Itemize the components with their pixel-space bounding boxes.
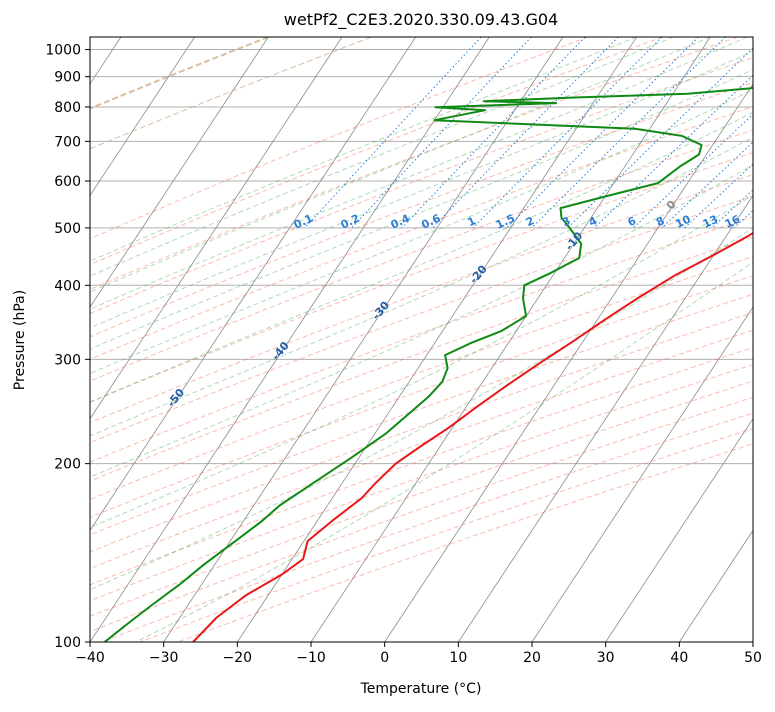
mixing-ratio-line: [352, 37, 532, 228]
moist-adiabat: [0, 37, 637, 642]
y-axis-label: Pressure (hPa): [12, 290, 28, 390]
mixing-ratio-line: [305, 37, 481, 228]
mixing-ratio-line: [758, 37, 775, 228]
y-tick-label: 100: [54, 635, 81, 651]
isotherm-line: [385, 37, 775, 642]
dry-adiabat: [178, 37, 775, 642]
mixing-ratio-line: [532, 37, 726, 228]
x-tick-label: 10: [449, 650, 467, 666]
mixing-ratio-label: 6: [626, 214, 639, 229]
ccl-arc: [0, 37, 371, 642]
y-tick-label: 500: [54, 221, 81, 237]
x-tick-label: −10: [296, 650, 326, 666]
y-tick-label: 700: [54, 134, 81, 150]
mixing-ratio-label: 2: [524, 214, 536, 229]
mixing-ratio-label: 0.2: [339, 212, 362, 232]
x-tick-label: −40: [75, 650, 105, 666]
chart-title: wetPf2_C2E3.2020.330.09.43.G04: [284, 10, 558, 30]
y-tick-label: 1000: [45, 43, 81, 59]
y-tick-label: 900: [54, 70, 81, 86]
isotherm-line: [753, 37, 775, 642]
mixing-ratio-line: [402, 37, 585, 228]
y-tick-label: 800: [54, 100, 81, 116]
isotherm-line: [16, 37, 415, 642]
mixing-ratio-label: 1: [465, 214, 477, 229]
x-tick-label: 50: [744, 650, 762, 666]
isotherm-line: [164, 37, 563, 642]
dry-adiabat: [25, 37, 775, 642]
mixing-ratio-label: 0.4: [389, 212, 412, 232]
x-axis-label: Temperature (°C): [360, 681, 482, 697]
isotherm-line: [679, 37, 775, 642]
mixing-ratio-label: 8: [654, 214, 666, 229]
dry-adiabat: [63, 37, 775, 642]
y-tick-label: 400: [54, 278, 81, 294]
isotherm-label: -50: [165, 386, 188, 410]
mixing-ratio-line: [685, 37, 775, 228]
isotherm-line: [0, 37, 195, 642]
x-tick-label: 30: [597, 650, 615, 666]
isotherm-label: -20: [467, 262, 490, 286]
isotherm-label: -30: [369, 299, 392, 323]
moist-adiabat: [0, 37, 674, 642]
x-tick-label: 0: [380, 650, 389, 666]
y-tick-label: 300: [54, 352, 81, 368]
mixing-ratio-line: [595, 37, 775, 228]
x-tick-label: −30: [149, 650, 179, 666]
x-tick-label: 20: [523, 650, 541, 666]
isotherm-label: -10: [563, 229, 586, 253]
mixing-ratio-line: [433, 37, 619, 228]
dry-adiabat: [140, 37, 775, 642]
y-tick-label: 200: [54, 457, 81, 473]
y-tick-label: 600: [54, 174, 81, 190]
mixing-ratio-label: 0.1: [292, 212, 315, 232]
isotherm-line: [0, 37, 342, 642]
moist-adiabat: [136, 37, 775, 642]
x-tick-label: 40: [670, 650, 688, 666]
mixing-ratio-line: [734, 37, 775, 228]
dewpoint-profile-line: [105, 61, 775, 642]
x-tick-label: −20: [223, 650, 253, 666]
